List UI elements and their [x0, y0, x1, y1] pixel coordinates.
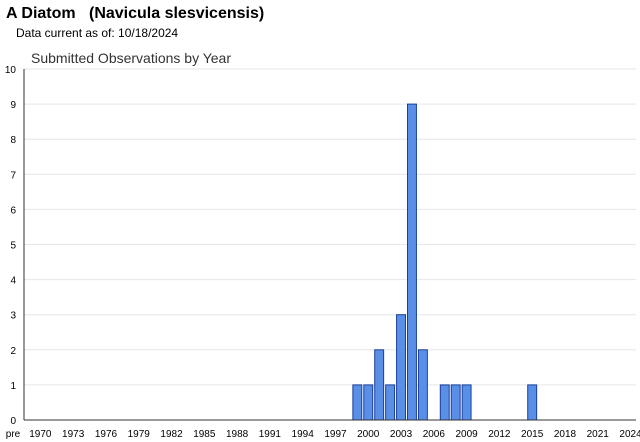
x-tick-label-2024: 2024 — [619, 429, 640, 440]
x-tick-label-1976: 1976 — [95, 429, 118, 440]
x-tick-label-pre: pre — [6, 429, 21, 440]
x-tick-label-2012: 2012 — [488, 429, 511, 440]
bar-2004 — [407, 103, 417, 421]
y-tick-label-10: 10 — [5, 65, 17, 76]
y-tick-label-1: 1 — [10, 381, 16, 392]
data-current-note: Data current as of: 10/18/2024 — [16, 26, 179, 40]
x-tick-label-1985: 1985 — [193, 429, 216, 440]
x-tick-label-2021: 2021 — [587, 429, 610, 440]
x-tick-label-1979: 1979 — [128, 429, 151, 440]
x-tick-label-2018: 2018 — [554, 429, 577, 440]
axes — [23, 69, 636, 421]
y-tick-label-5: 5 — [10, 241, 16, 252]
y-tick-label-7: 7 — [10, 170, 16, 181]
y-tick-label-6: 6 — [10, 205, 16, 216]
x-tick-label-1997: 1997 — [324, 429, 347, 440]
x-tick-label-1991: 1991 — [259, 429, 282, 440]
y-tick-label-9: 9 — [10, 100, 16, 111]
bar-2002 — [385, 384, 396, 421]
x-tick-label-1982: 1982 — [160, 429, 183, 440]
page-title: A Diatom (Navicula slesvicensis) — [6, 5, 264, 23]
grid-lines — [24, 68, 636, 386]
x-tick-label-1994: 1994 — [292, 429, 315, 440]
species-common-name: A Diatom — [6, 5, 76, 22]
x-tick-label-1988: 1988 — [226, 429, 249, 440]
y-tick-labels: 0 1 2 3 4 5 6 7 8 9 10 — [5, 65, 17, 427]
bar-2015 — [527, 384, 538, 421]
y-tick-label-0: 0 — [10, 416, 16, 427]
bar-2003 — [396, 314, 407, 421]
bar-2009 — [461, 384, 472, 421]
bar-2007 — [439, 384, 450, 421]
bar-1999 — [352, 384, 363, 421]
x-tick-labels: pre 1970 1973 1976 1979 1982 1985 1988 1991 1994 1… — [6, 429, 640, 440]
bar-2005 — [417, 349, 428, 421]
y-tick-label-2: 2 — [10, 346, 16, 357]
x-tick-label-1973: 1973 — [62, 429, 85, 440]
bar-2001 — [374, 349, 385, 421]
x-tick-label-2000: 2000 — [357, 429, 380, 440]
x-tick-label-2015: 2015 — [521, 429, 544, 440]
chart-title: Submitted Observations by Year — [31, 50, 231, 66]
species-scientific-name: (Navicula slesvicensis) — [88, 5, 265, 22]
y-tick-label-3: 3 — [10, 311, 16, 322]
bar-2000 — [363, 384, 374, 421]
x-tick-label-2003: 2003 — [390, 429, 413, 440]
y-tick-label-8: 8 — [10, 135, 16, 146]
x-tick-label-2009: 2009 — [455, 429, 478, 440]
y-tick-label-4: 4 — [10, 276, 16, 287]
x-tick-label-2006: 2006 — [423, 429, 446, 440]
bars — [352, 103, 538, 421]
bar-2008 — [450, 384, 461, 421]
x-tick-label-1970: 1970 — [29, 429, 52, 440]
